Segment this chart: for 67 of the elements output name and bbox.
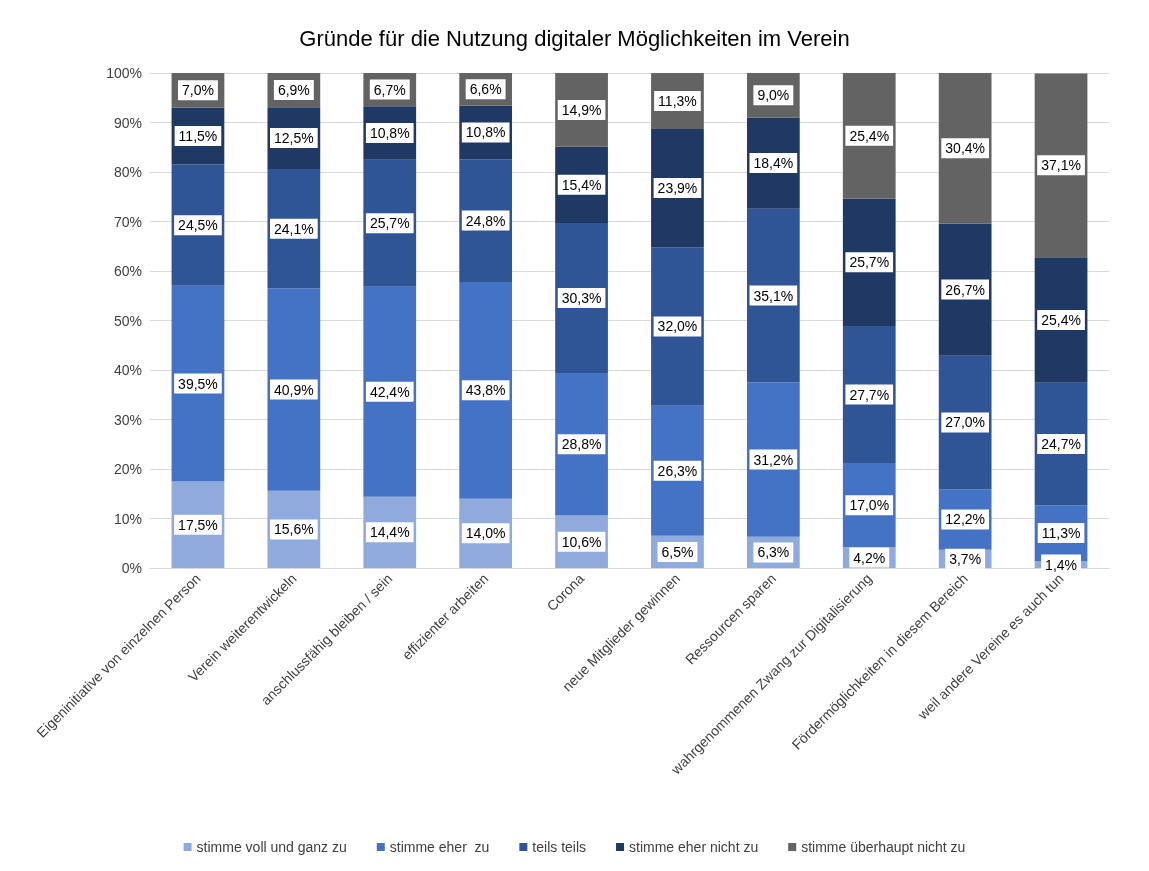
data-label: 17,0% [849, 497, 890, 514]
data-label: 27,7% [849, 386, 890, 403]
data-label: 26,7% [945, 281, 985, 298]
data-label: 28,8% [561, 436, 602, 453]
data-label: 4,2% [853, 549, 886, 566]
data-label: 25,7% [369, 215, 410, 232]
data-label: 3,7% [949, 550, 982, 567]
y-tick-label: 50% [113, 312, 142, 329]
data-label: 15,4% [561, 176, 602, 193]
y-tick-label: 30% [113, 411, 142, 428]
data-label: 42,4% [369, 383, 410, 400]
data-label: 40,9% [274, 381, 314, 398]
data-label: 11,5% [178, 128, 218, 145]
legend-label: stimme voll und ganz zu [196, 839, 347, 855]
y-tick-label: 20% [113, 461, 142, 477]
data-label: 32,0% [657, 318, 698, 335]
data-label: 7,0% [181, 82, 214, 99]
data-label: 6,5% [661, 543, 694, 560]
data-label: 35,1% [753, 287, 794, 304]
data-label: 24,5% [178, 217, 218, 234]
y-tick-label: 70% [113, 213, 142, 230]
data-label: 25,7% [849, 254, 890, 271]
legend-label: stimme eher zu [389, 839, 490, 855]
data-label: 10,6% [561, 533, 602, 550]
y-tick-label: 100% [106, 65, 142, 81]
data-label: 14,0% [465, 525, 506, 542]
data-label: 37,1% [1041, 157, 1081, 174]
data-label: 43,8% [465, 382, 506, 399]
data-label: 12,2% [945, 511, 985, 528]
data-label: 24,7% [1041, 436, 1081, 452]
data-label: 26,3% [657, 462, 698, 479]
data-label: 18,4% [753, 155, 794, 172]
y-tick-label: 10% [113, 510, 142, 527]
data-label: 39,5% [178, 375, 218, 392]
chart-title: Gründe für die Nutzung digitaler Möglichkeiten im Verein [299, 25, 850, 51]
data-label: 6,9% [277, 82, 310, 99]
data-label: 1,4% [1045, 556, 1078, 573]
y-tick-label: 60% [113, 263, 142, 279]
data-label: 6,7% [373, 81, 406, 98]
legend-label: stimme eher nicht zu [629, 839, 759, 855]
data-label: 10,8% [465, 124, 506, 141]
legend-label: teils teils [532, 839, 587, 855]
data-label: 10,8% [369, 124, 410, 141]
y-tick-label: 80% [113, 164, 142, 180]
data-label: 11,3% [658, 92, 697, 109]
y-tick-label: 0% [121, 560, 142, 576]
legend-label: stimme überhaupt nicht zu [801, 839, 966, 855]
data-label: 17,5% [178, 516, 218, 533]
data-label: 6,3% [757, 544, 790, 561]
data-label: 24,1% [274, 220, 314, 237]
data-label: 15,6% [274, 521, 314, 538]
data-label: 25,4% [849, 127, 890, 144]
data-label: 23,9% [657, 180, 698, 197]
data-label: 30,3% [561, 289, 602, 306]
y-tick-label: 90% [113, 114, 142, 131]
y-tick-label: 40% [113, 362, 142, 378]
data-label: 12,5% [274, 130, 314, 147]
data-label: 25,4% [1041, 312, 1081, 329]
data-label: 27,0% [945, 414, 985, 431]
data-label: 11,3% [1041, 525, 1081, 542]
data-label: 24,8% [465, 212, 506, 229]
data-label: 14,4% [369, 524, 410, 541]
data-label: 31,2% [753, 451, 794, 468]
data-label: 14,9% [561, 101, 602, 118]
data-label: 9,0% [757, 87, 790, 104]
data-label: 30,4% [945, 140, 985, 157]
data-label: 6,6% [469, 81, 502, 98]
